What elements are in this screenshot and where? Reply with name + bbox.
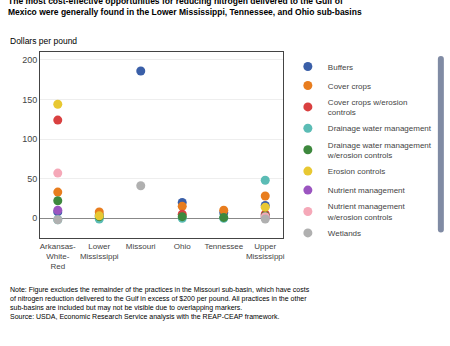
svg-text:Drainage water managementw/ero: Drainage water managementw/erosion contr… [327,141,432,160]
svg-text:Nutrient management: Nutrient management [328,186,406,195]
svg-text:Tennessee: Tennessee [204,242,243,251]
svg-text:Cover crops w/erosioncontrols: Cover crops w/erosioncontrols [328,98,408,117]
svg-text:Erosion controls: Erosion controls [328,167,385,176]
svg-text:200: 200 [22,55,37,65]
svg-text:Missouri: Missouri [126,242,156,251]
svg-text:150: 150 [22,95,37,105]
svg-text:Drainage water management: Drainage water management [328,124,432,133]
svg-text:Cover crops: Cover crops [328,82,371,91]
svg-text:Buffers: Buffers [328,63,353,72]
svg-text:Note: Figure excludes the rema: Note: Figure excludes the remainder of t… [10,286,310,321]
svg-text:Wetlands: Wetlands [328,229,361,238]
svg-text:Dollars per pound: Dollars per pound [10,36,77,46]
svg-text:UpperMississippi: UpperMississippi [246,242,285,261]
svg-text:Ohio: Ohio [174,242,191,251]
svg-text:Arkansas-White-Red: Arkansas-White-Red [40,242,76,272]
svg-text:100: 100 [22,134,37,144]
svg-text:The most cost-effective opport: The most cost-effective opportunities fo… [8,0,362,17]
svg-text:Nutrient managementw/erosion c: Nutrient managementw/erosion controls [327,202,406,221]
svg-text:LowerMississippi: LowerMississippi [80,242,119,261]
svg-text:0: 0 [32,213,37,223]
svg-text:50: 50 [27,174,37,184]
